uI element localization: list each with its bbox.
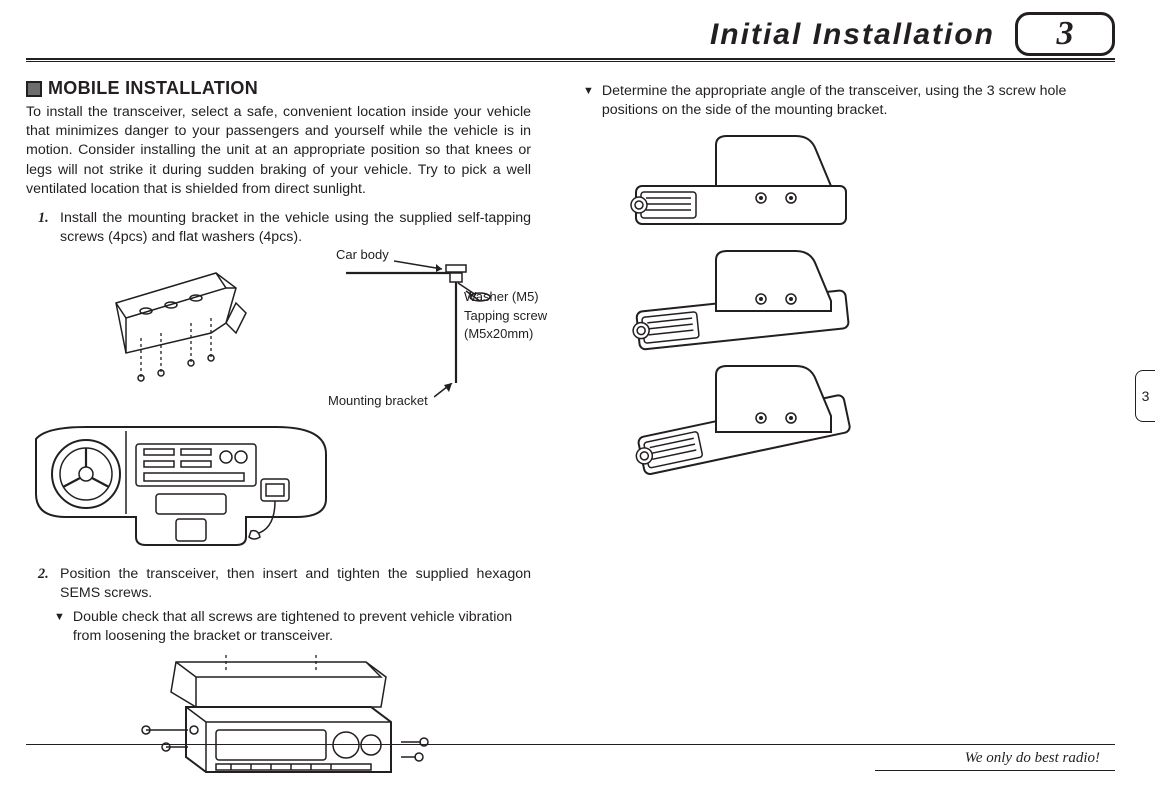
step-1-text: Install the mounting bracket in the vehi… <box>60 209 531 247</box>
chapter-title: Initial Installation <box>710 18 995 52</box>
chapter-number: 3 <box>1057 15 1074 53</box>
section-intro: To install the transceiver, select a saf… <box>26 103 531 199</box>
step-2: 2. Position the transceiver, then insert… <box>38 565 531 603</box>
footer-slogan: We only do best radio! <box>965 750 1100 767</box>
label-car-body: Car body <box>336 247 389 262</box>
label-screw-size: (M5x20mm) <box>464 326 533 341</box>
left-column: MOBILE INSTALLATION To install the trans… <box>26 78 531 787</box>
label-washer: Washer (M5) <box>464 289 539 304</box>
figure-transceiver-mount <box>116 652 531 787</box>
header-rule <box>26 58 1115 62</box>
footer-rule <box>26 744 1115 745</box>
step-2-text: Position the transceiver, then insert an… <box>60 565 531 603</box>
manual-page: Initial Installation 3 3 MOBILE INSTALLA… <box>0 0 1155 787</box>
leader-car-body <box>394 253 454 273</box>
section-title: MOBILE INSTALLATION <box>48 78 258 99</box>
transceiver-mount-icon <box>116 652 436 787</box>
side-index-number: 3 <box>1142 388 1150 404</box>
bracket-iso-icon <box>96 263 296 413</box>
angle-position-1-icon <box>621 130 891 240</box>
bullet-mark-icon: ▼ <box>54 608 65 646</box>
section-marker-icon <box>26 81 42 97</box>
bullet-double-check: ▼ Double check that all screws are tight… <box>54 608 531 646</box>
right-column: ▼ Determine the appropriate angle of the… <box>581 78 1081 787</box>
chapter-number-tab: 3 <box>1015 12 1115 56</box>
figure-bracket-detail: Car body Washer (M5) Tapping screw (M5x2… <box>56 253 531 413</box>
leader-mounting-bracket <box>434 383 484 403</box>
bullet-angle-text: Determine the appropriate angle of the t… <box>602 82 1081 120</box>
angle-figures <box>621 130 1081 485</box>
bullet-mark-icon: ▼ <box>583 82 594 120</box>
page-header: Initial Installation 3 <box>26 18 1115 60</box>
label-mounting-bracket: Mounting bracket <box>328 393 428 408</box>
angle-position-3-icon <box>621 360 891 480</box>
section-header: MOBILE INSTALLATION <box>26 78 531 99</box>
step-1: 1. Install the mounting bracket in the v… <box>38 209 531 247</box>
dashboard-icon <box>26 419 336 554</box>
label-tapping-screw: Tapping screw <box>464 308 547 323</box>
angle-position-2-icon <box>621 245 891 355</box>
bullet-angle: ▼ Determine the appropriate angle of the… <box>583 82 1081 120</box>
bullet-double-check-text: Double check that all screws are tighten… <box>73 608 531 646</box>
figure-dashboard <box>26 419 531 559</box>
step-1-number: 1. <box>38 209 54 247</box>
content-columns: MOBILE INSTALLATION To install the trans… <box>26 68 1115 787</box>
slogan-underline <box>875 770 1115 771</box>
side-index-tab: 3 <box>1135 370 1155 422</box>
step-2-number: 2. <box>38 565 54 603</box>
